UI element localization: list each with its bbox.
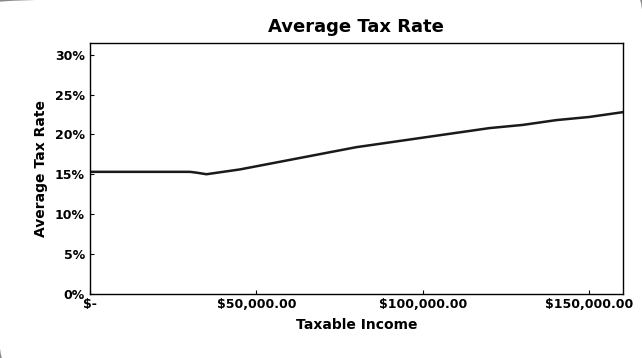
Y-axis label: Average Tax Rate: Average Tax Rate [34,100,48,237]
Title: Average Tax Rate: Average Tax Rate [268,18,444,36]
X-axis label: Taxable Income: Taxable Income [295,318,417,332]
